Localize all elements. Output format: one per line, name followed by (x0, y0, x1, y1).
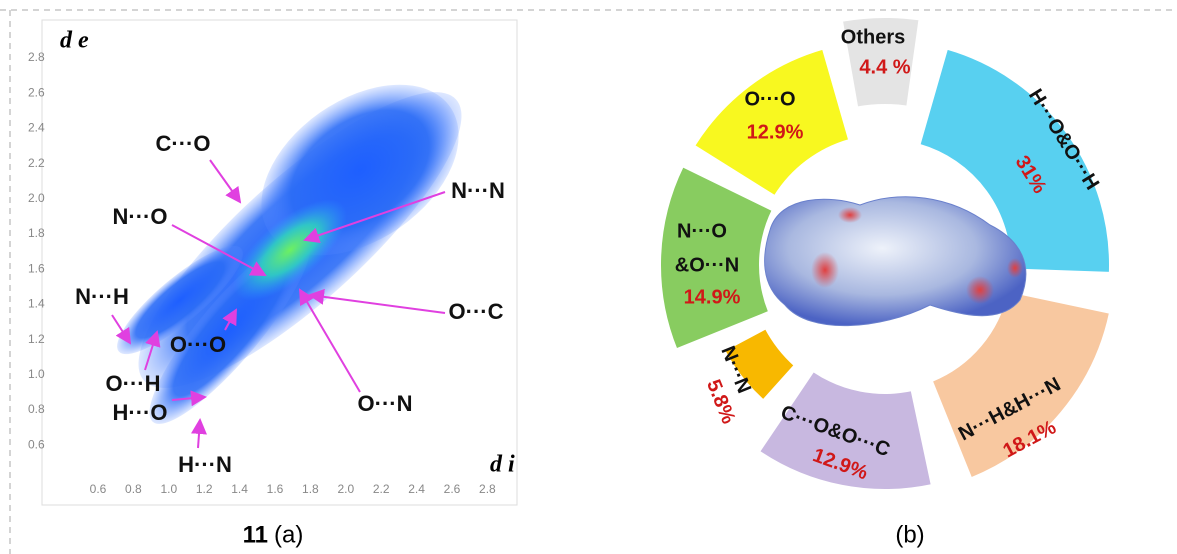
x-tick-label: 0.6 (90, 482, 107, 496)
caption-number: 11 (243, 521, 268, 548)
annotation: O···H (106, 371, 161, 396)
y-tick-label: 0.8 (28, 402, 45, 416)
x-tick-label: 2.2 (373, 482, 390, 496)
y-tick-label: 1.2 (28, 332, 45, 346)
caption: (b) (895, 521, 924, 548)
x-tick-label: 2.8 (479, 482, 496, 496)
x-tick-label: 1.6 (267, 482, 284, 496)
x-tick-label: 2.6 (444, 482, 461, 496)
annotation: O···O (170, 332, 226, 357)
segment-value: 12.9% (747, 121, 804, 143)
x-tick-label: 1.8 (302, 482, 319, 496)
x-tick-label: 1.4 (231, 482, 248, 496)
y-tick-label: 1.8 (28, 226, 45, 240)
y-tick-label: 0.6 (28, 437, 45, 451)
x-tick-label: 1.0 (160, 482, 177, 496)
segment-label: Others (841, 26, 905, 48)
y-tick-label: 1.6 (28, 261, 45, 275)
x-tick-label: 2.4 (408, 482, 425, 496)
annotation: O···N (358, 391, 413, 416)
caption: (a) (274, 521, 303, 548)
segment-label: N···O (677, 220, 727, 242)
y-tick-label: 2.0 (28, 191, 45, 205)
axis-label: d i (490, 452, 515, 478)
y-tick-label: 1.0 (28, 367, 45, 381)
molecule-surface (765, 197, 1026, 326)
segment-value: 4.4 % (859, 56, 910, 78)
segment-label: O···O (744, 88, 795, 110)
annotation: N···N (451, 178, 505, 203)
y-tick-label: 1.4 (28, 297, 45, 311)
segment-value: 14.9% (684, 286, 741, 308)
x-tick-label: 0.8 (125, 482, 142, 496)
annotation: C···O (156, 131, 211, 156)
annotation: H···O (113, 400, 168, 425)
y-tick-label: 2.8 (28, 50, 45, 64)
annotation: H···N (178, 452, 232, 477)
y-tick-label: 2.6 (28, 85, 45, 99)
x-tick-label: 2.0 (337, 482, 354, 496)
y-tick-label: 2.4 (28, 121, 45, 135)
x-tick-label: 1.2 (196, 482, 213, 496)
y-tick-label: 2.2 (28, 156, 45, 170)
axis-label: d e (60, 28, 89, 54)
annotation: O···C (449, 299, 504, 324)
annotation: N···O (113, 204, 168, 229)
figure: 2.8 2.6 2.4 2.2 2.0 1.8 1.6 1.4 1.2 1.0 0.8 0.6 0.6 0… (0, 0, 1177, 554)
annotation: N···H (75, 284, 129, 309)
segment-label: &O···N (675, 254, 739, 276)
